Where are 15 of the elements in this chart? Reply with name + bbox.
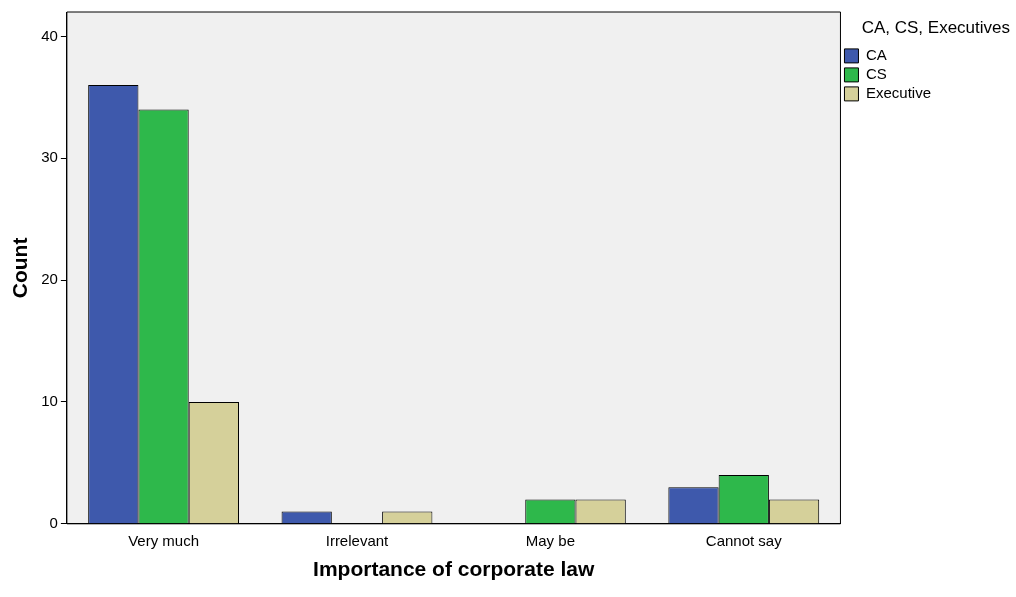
legend-label: CS	[865, 65, 887, 83]
x-tick-label: Very much	[128, 531, 200, 549]
x-tick-label: May be	[525, 531, 575, 549]
legend-label: CA	[865, 46, 887, 64]
y-tick-label: 20	[41, 270, 58, 288]
y-tick-label: 10	[41, 392, 58, 410]
y-tick-label: 30	[41, 148, 58, 166]
x-tick-label: Cannot say	[705, 531, 783, 549]
legend-title: CA, CS, Executives	[861, 18, 1010, 38]
y-axis-title: Count	[8, 237, 32, 299]
y-tick-label: 0	[49, 513, 58, 531]
legend-label: Executive	[865, 84, 932, 102]
y-tick-label: 40	[41, 26, 58, 44]
x-tick-label: Irrelevant	[325, 531, 390, 549]
x-axis-title: Importance of corporate law	[313, 557, 595, 581]
